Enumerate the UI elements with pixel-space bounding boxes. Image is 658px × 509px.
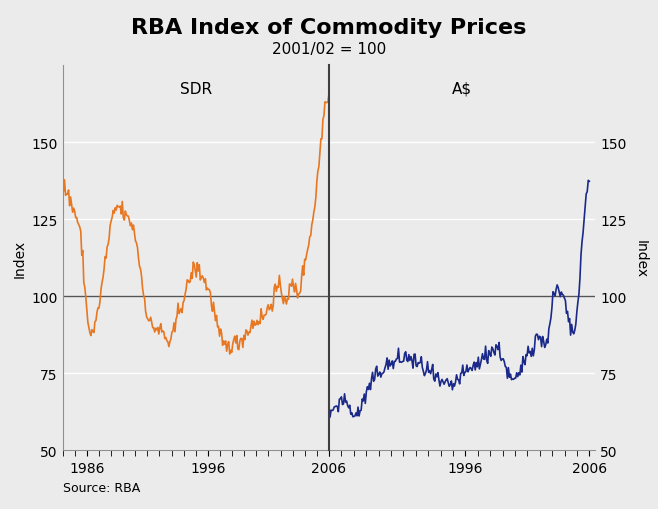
Text: 2001/02 = 100: 2001/02 = 100	[272, 42, 386, 56]
Y-axis label: Index: Index	[13, 239, 27, 277]
Y-axis label: Index: Index	[634, 239, 647, 277]
Text: RBA Index of Commodity Prices: RBA Index of Commodity Prices	[132, 18, 526, 38]
Text: Source: RBA: Source: RBA	[63, 481, 139, 494]
Text: A$: A$	[452, 81, 472, 97]
Text: SDR: SDR	[180, 81, 212, 97]
